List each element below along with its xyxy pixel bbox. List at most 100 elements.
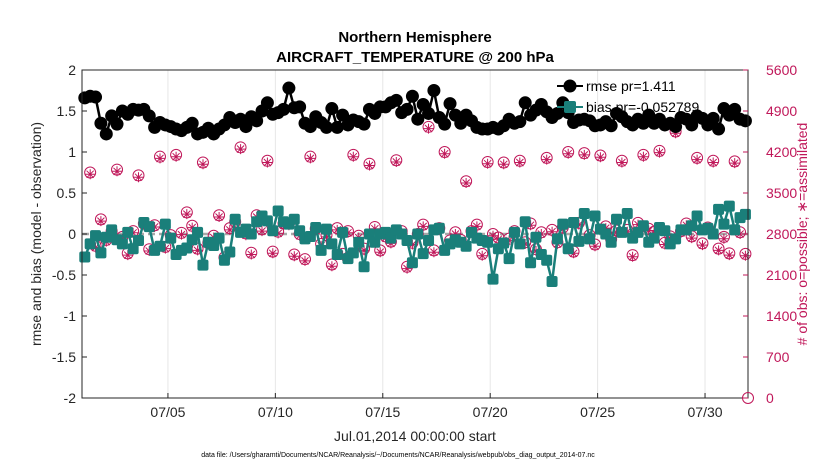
bias-point (197, 259, 209, 271)
x-tick-label-3: 07/20 (473, 404, 508, 420)
bias-point (310, 221, 322, 233)
bias-point (229, 213, 241, 225)
rmse-point (438, 117, 452, 131)
obs-assimilated-point (541, 154, 552, 165)
obs-assimilated-point (643, 225, 654, 236)
y-tick-label-7: 1.5 (57, 103, 77, 119)
bias-point (487, 273, 499, 285)
rmse-point (443, 97, 457, 111)
obs-assimilated-point (402, 263, 413, 274)
bias-point (503, 253, 515, 265)
obs-assimilated-point (214, 212, 225, 222)
plot-area (78, 69, 752, 399)
obs-assimilated-point (638, 151, 649, 162)
obs-assimilated-point (267, 248, 278, 259)
bias-point (261, 215, 273, 227)
y-right-tick-label-6: 4200 (766, 144, 797, 160)
obs-assimilated-point (133, 172, 144, 183)
bias-point (584, 233, 596, 245)
obs-assimilated-point (514, 157, 525, 168)
y-tick-label-1: -1.5 (52, 349, 76, 365)
bias-point (568, 217, 580, 229)
bias-point (718, 218, 730, 230)
rmse-point (336, 108, 350, 122)
bias-point (288, 213, 300, 225)
obs-assimilated-point (289, 251, 300, 262)
bias-point (213, 232, 225, 244)
obs-assimilated-point (697, 240, 708, 251)
y-right-tick-label-5: 3500 (766, 185, 797, 201)
obs-assimilated-point (616, 157, 627, 168)
bias-point (514, 238, 526, 250)
obs-assimilated-point (498, 159, 509, 170)
chart-title: Northern Hemisphere (338, 29, 491, 46)
bias-point (707, 228, 719, 240)
rmse-point (239, 120, 253, 134)
bias-point (433, 222, 445, 234)
obs-assimilated-point (171, 151, 182, 162)
bias-point (605, 236, 617, 248)
rmse-point (422, 106, 436, 120)
obs-assimilated-point (482, 158, 493, 169)
bias-point (401, 235, 413, 247)
legend-bias-label: bias pr=-0.052789 (586, 99, 699, 115)
bias-point (739, 208, 751, 220)
obs-assimilated-point (590, 241, 600, 252)
rmse-point (400, 102, 414, 116)
bias-point (358, 261, 370, 273)
bias-point (557, 218, 569, 230)
bias-point (713, 203, 725, 215)
rmse-point (427, 84, 441, 97)
obs-assimilated-point (246, 249, 257, 260)
bias-point (551, 233, 563, 245)
rmse-point (728, 102, 742, 116)
x-tick-label-1: 07/10 (258, 404, 293, 420)
rmse-point (142, 109, 156, 123)
bias-point (541, 254, 553, 266)
obs-assimilated-point (488, 230, 498, 241)
y-right-tick-label-3: 2100 (766, 267, 797, 283)
rmse-point (411, 112, 425, 126)
bias-point (165, 232, 177, 244)
bias-point (616, 226, 628, 238)
obs-assimilated-point (176, 229, 187, 240)
x-axis-label: Jul.01,2014 00:00:00 start (334, 428, 496, 444)
bias-point (159, 218, 171, 230)
bias-point (460, 240, 472, 252)
y-right-tick-label-4: 2800 (766, 226, 797, 242)
rmse-point (357, 117, 371, 131)
obs-assimilated-point (729, 158, 740, 169)
bias-point (412, 228, 424, 240)
rmse-point (293, 100, 307, 114)
bias-point (304, 230, 316, 242)
bias-point (562, 243, 574, 255)
bias-point (106, 224, 118, 236)
bias-point (315, 244, 327, 256)
bias-point (648, 232, 660, 244)
bias-point (95, 247, 107, 259)
rmse-point (405, 89, 419, 103)
rmse-point (706, 111, 720, 125)
rmse-point (518, 96, 532, 110)
bias-point (546, 276, 558, 288)
legend-rmse-marker (563, 79, 577, 93)
rmse-point (260, 96, 274, 110)
y-tick-label-3: -0.5 (52, 267, 76, 283)
rmse-point (330, 120, 344, 134)
bias-point (637, 220, 649, 232)
bias-point (267, 225, 279, 237)
obs-assimilated-point (654, 147, 665, 158)
y-right-tick-label-2: 1400 (766, 308, 797, 324)
obs-assimilated-point (326, 261, 337, 272)
obs-assimilated-point (627, 251, 638, 262)
rmse-point (738, 114, 752, 128)
y-tick-label-6: 1 (68, 144, 76, 160)
y-right-tick-label-8: 5600 (766, 62, 797, 78)
obs-assimilated-point (713, 245, 724, 256)
obs-assimilated-point (364, 160, 375, 171)
bias-point (122, 226, 134, 238)
bias-point (347, 247, 359, 259)
obs-assimilated-point (418, 221, 429, 232)
legend-bias-marker (564, 101, 576, 113)
